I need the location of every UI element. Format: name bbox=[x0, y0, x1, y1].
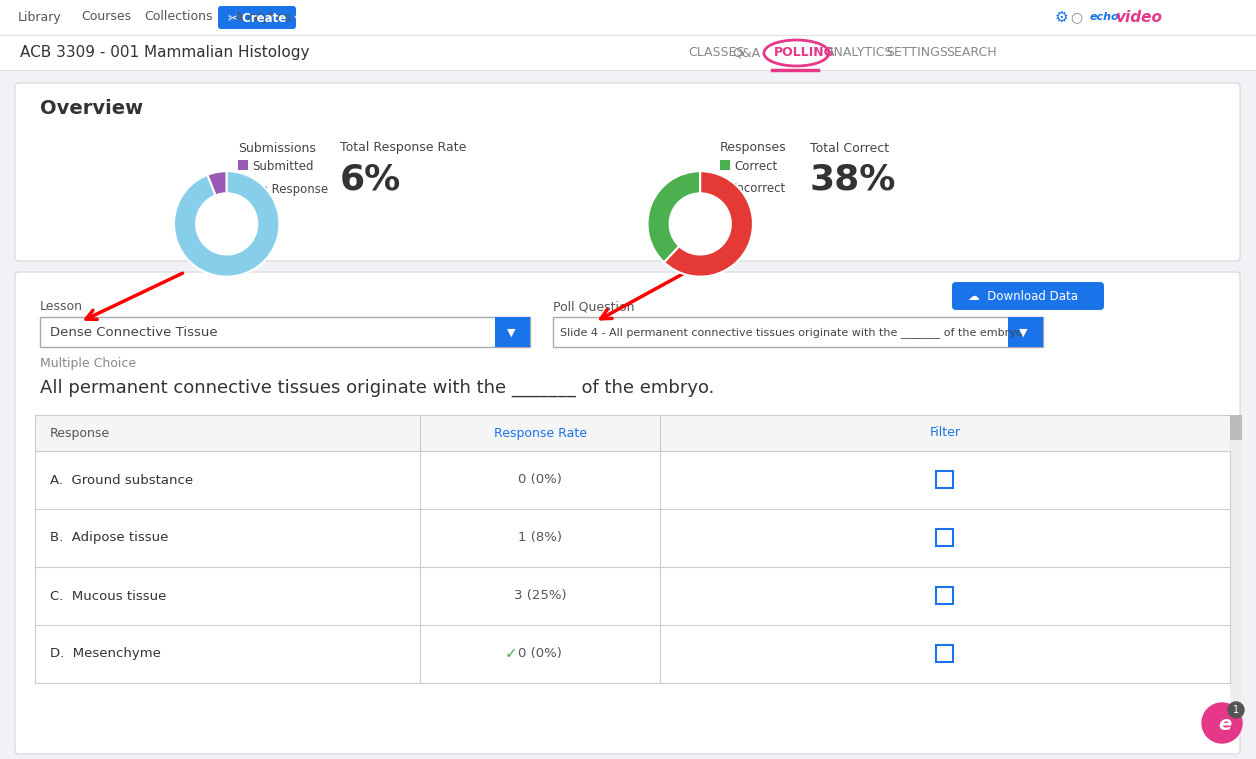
Text: ✓: ✓ bbox=[505, 647, 517, 662]
Text: POLLING: POLLING bbox=[774, 46, 835, 59]
Text: Collections: Collections bbox=[144, 11, 212, 24]
Text: Lesson: Lesson bbox=[40, 301, 83, 313]
Bar bbox=[936, 645, 953, 662]
Bar bbox=[720, 182, 730, 192]
Text: Overview: Overview bbox=[40, 99, 143, 118]
Text: 6%: 6% bbox=[340, 163, 401, 197]
Text: ⚙: ⚙ bbox=[1055, 10, 1069, 24]
Text: Q&A: Q&A bbox=[732, 46, 760, 59]
Text: C.  Mucous tissue: C. Mucous tissue bbox=[50, 590, 166, 603]
Text: 1: 1 bbox=[1233, 705, 1240, 715]
Bar bbox=[35, 509, 1230, 567]
Text: SETTINGS: SETTINGS bbox=[885, 46, 948, 59]
Text: Submitted: Submitted bbox=[252, 160, 314, 174]
Text: video: video bbox=[1115, 10, 1162, 24]
Wedge shape bbox=[648, 171, 701, 263]
Bar bbox=[1009, 317, 1042, 347]
Text: 0 (0%): 0 (0%) bbox=[517, 647, 561, 660]
Text: Correct: Correct bbox=[734, 160, 777, 174]
Text: Response: Response bbox=[50, 427, 111, 439]
Text: Library: Library bbox=[18, 11, 62, 24]
Text: CLASSES: CLASSES bbox=[688, 46, 745, 59]
Text: Courses: Courses bbox=[80, 11, 131, 24]
Text: Dense Connective Tissue: Dense Connective Tissue bbox=[50, 326, 217, 339]
Text: ▼: ▼ bbox=[1019, 328, 1027, 338]
Text: ☁  Download Data: ☁ Download Data bbox=[968, 291, 1078, 304]
Wedge shape bbox=[207, 171, 226, 196]
Text: D.  Mesenchyme: D. Mesenchyme bbox=[50, 647, 161, 660]
Bar bbox=[720, 160, 730, 170]
Text: ACB 3309 - 001 Mammalian Histology: ACB 3309 - 001 Mammalian Histology bbox=[20, 46, 309, 61]
Text: 38%: 38% bbox=[810, 163, 897, 197]
Text: Responses: Responses bbox=[720, 141, 786, 155]
Bar bbox=[237, 182, 247, 192]
Text: A.  Ground substance: A. Ground substance bbox=[50, 474, 193, 487]
Text: Total Correct: Total Correct bbox=[810, 141, 889, 155]
Text: ANALYTICS: ANALYTICS bbox=[826, 46, 893, 59]
Text: Multiple Choice: Multiple Choice bbox=[40, 357, 136, 370]
Text: Filter: Filter bbox=[929, 427, 961, 439]
Text: 3 (25%): 3 (25%) bbox=[514, 590, 566, 603]
Text: 1 (8%): 1 (8%) bbox=[517, 531, 561, 544]
Bar bbox=[1230, 415, 1242, 440]
Bar bbox=[35, 451, 1230, 509]
Text: SEARCH: SEARCH bbox=[946, 46, 996, 59]
Bar bbox=[237, 160, 247, 170]
Wedge shape bbox=[175, 171, 279, 277]
Bar bbox=[0, 35, 1256, 70]
Circle shape bbox=[1202, 703, 1242, 743]
Bar bbox=[40, 317, 530, 347]
Text: Response Rate: Response Rate bbox=[494, 427, 587, 439]
Text: ✂ Create  ▾: ✂ Create ▾ bbox=[229, 11, 300, 24]
Bar bbox=[495, 317, 530, 347]
Text: Incorrect: Incorrect bbox=[734, 182, 786, 196]
Bar bbox=[553, 317, 1042, 347]
Text: B.  Adipose tissue: B. Adipose tissue bbox=[50, 531, 168, 544]
Text: e: e bbox=[1218, 714, 1231, 733]
Text: echo: echo bbox=[1090, 12, 1119, 22]
Text: 0 (0%): 0 (0%) bbox=[517, 474, 561, 487]
Text: ▼: ▼ bbox=[507, 328, 515, 338]
FancyBboxPatch shape bbox=[952, 282, 1104, 310]
Bar bbox=[0, 0, 1256, 35]
Text: Analytics: Analytics bbox=[235, 11, 291, 24]
Text: Poll Question: Poll Question bbox=[553, 301, 634, 313]
Wedge shape bbox=[664, 171, 752, 277]
Bar bbox=[35, 415, 1230, 451]
Text: ○: ○ bbox=[1070, 10, 1083, 24]
Text: All permanent connective tissues originate with the _______ of the embryo.: All permanent connective tissues origina… bbox=[40, 379, 715, 397]
Text: Slide 4 - All permanent connective tissues originate with the _______ of the emb: Slide 4 - All permanent connective tissu… bbox=[560, 328, 1026, 339]
Text: No Response: No Response bbox=[252, 182, 328, 196]
FancyBboxPatch shape bbox=[219, 6, 296, 29]
Text: Submissions: Submissions bbox=[237, 141, 315, 155]
Bar bbox=[35, 625, 1230, 683]
FancyBboxPatch shape bbox=[15, 272, 1240, 754]
Text: Total Response Rate: Total Response Rate bbox=[340, 141, 466, 155]
Bar bbox=[936, 529, 953, 546]
Bar bbox=[35, 567, 1230, 625]
Circle shape bbox=[1228, 702, 1243, 718]
Bar bbox=[1230, 415, 1242, 703]
Bar bbox=[936, 587, 953, 604]
Bar bbox=[936, 471, 953, 488]
FancyBboxPatch shape bbox=[15, 83, 1240, 261]
